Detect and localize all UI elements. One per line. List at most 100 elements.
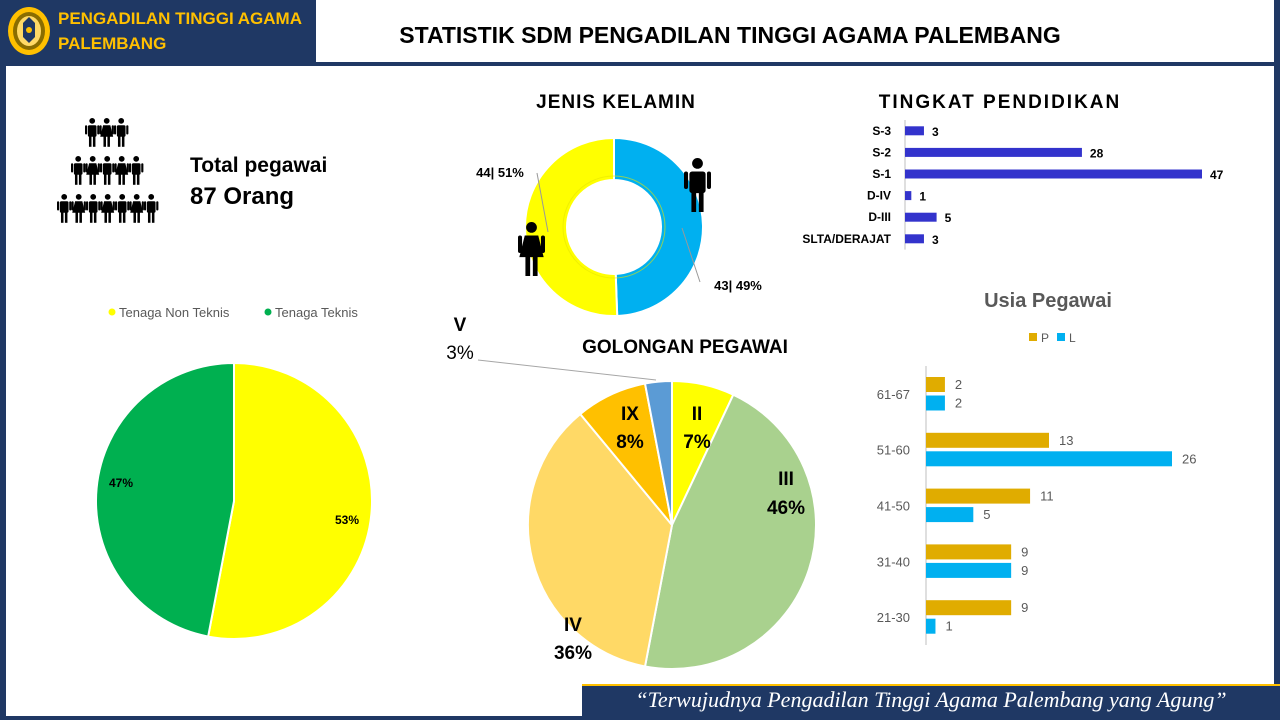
person-figure-icon	[129, 156, 144, 185]
male-person-icon	[684, 158, 711, 212]
age-legend-marker	[1029, 333, 1037, 341]
staff-legend-label: Tenaga Non Teknis	[119, 305, 230, 320]
education-bar-chart: TINGKAT PENDIDIKAN S-3 3 S-2 28 S-1 47 D-IV 1 D-I…	[802, 92, 1224, 250]
age-legend-marker	[1057, 333, 1065, 341]
age-value-label: 26	[1182, 451, 1196, 466]
age-legend-label: P	[1041, 331, 1049, 345]
age-value-label: 2	[955, 396, 962, 411]
staff-slice-non-teknis	[206, 361, 373, 640]
gender-data-label-laki-laki: 43| 49%	[714, 278, 762, 293]
age-value-label: 13	[1059, 433, 1073, 448]
education-category-label: D-IV	[867, 189, 891, 203]
grade-pie-chart: GOLONGAN PEGAWAI II 7% III 46% IV 36% IX 8% V 3%	[446, 315, 817, 670]
education-category-label: SLTA/DERAJAT	[802, 232, 891, 246]
staff-legend-marker	[108, 308, 116, 316]
grade-data-label: 3%	[446, 343, 474, 364]
gender-slice-perempuan	[524, 136, 619, 317]
organization-name-line2: PALEMBANG	[58, 34, 167, 53]
female-person-icon	[518, 222, 545, 276]
person-figure-icon	[115, 194, 130, 223]
age-bar-p	[926, 600, 1012, 616]
age-bar-p	[926, 432, 1049, 448]
age-category-label: 41-50	[877, 499, 910, 514]
person-figure-icon	[57, 194, 72, 223]
age-value-label: 1	[945, 619, 952, 634]
staff-legend-label: Tenaga Teknis	[275, 305, 358, 320]
age-value-label: 2	[955, 377, 962, 392]
staff-type-pie-chart: Tenaga Non Teknis Tenaga Teknis 53% 47%	[95, 305, 373, 640]
gender-donut-chart: JENIS KELAMIN 44| 51% 43| 49%	[476, 92, 762, 317]
grade-leader-v	[477, 359, 657, 381]
grade-category-label: IX	[621, 404, 639, 425]
education-category-label: D-III	[868, 210, 891, 224]
education-value-label: 3	[932, 233, 939, 247]
grade-chart-title: GOLONGAN PEGAWAI	[582, 337, 788, 358]
staff-slice-teknis	[95, 361, 235, 638]
education-bar	[905, 126, 924, 136]
age-bar-chart: Usia Pegawai P L 61-67 2 2 51-60 13 26 41-50 11 5 31…	[877, 290, 1196, 645]
person-figure-icon	[85, 156, 100, 185]
grade-data-label: 8%	[616, 432, 644, 453]
age-bar-p	[926, 488, 1031, 504]
staff-legend-marker	[264, 308, 272, 316]
person-figure-icon	[114, 156, 129, 185]
person-figure-icon	[71, 156, 86, 185]
education-category-label: S-1	[872, 167, 891, 181]
education-value-label: 3	[932, 125, 939, 139]
age-value-label: 9	[1021, 600, 1028, 615]
age-category-label: 61-67	[877, 387, 910, 402]
grade-slice-iii	[643, 393, 817, 670]
gender-chart-title: JENIS KELAMIN	[536, 92, 696, 113]
age-category-label: 31-40	[877, 554, 910, 569]
education-value-label: 5	[945, 211, 952, 225]
age-value-label: 11	[1040, 489, 1054, 504]
gender-data-label-perempuan: 44| 51%	[476, 165, 524, 180]
education-category-label: S-3	[872, 124, 891, 138]
gender-leader-laki-laki	[681, 227, 701, 283]
age-value-label: 9	[1021, 544, 1028, 559]
education-chart-title: TINGKAT PENDIDIKAN	[879, 92, 1122, 113]
age-value-label: 5	[983, 507, 990, 522]
age-value-label: 9	[1021, 563, 1028, 578]
age-bar-l	[926, 562, 1012, 578]
age-bar-p	[926, 377, 945, 392]
header-underline	[316, 62, 1280, 66]
person-figure-icon	[71, 194, 86, 223]
footer-tagline: “Terwujudnya Pengadilan Tinggi Agama Pal…	[635, 687, 1227, 712]
person-figure-icon	[129, 194, 144, 223]
person-figure-icon	[114, 118, 129, 147]
age-bar-l	[926, 618, 936, 634]
organization-name: PENGADILAN TINGGI AGAMA PALEMBANG	[58, 6, 302, 56]
education-bar	[905, 212, 937, 222]
grade-data-label: 46%	[767, 498, 805, 519]
person-figure-icon	[100, 156, 115, 185]
total-employees-value: 87 Orang	[190, 183, 295, 210]
gender-donut-inner-ring	[562, 175, 666, 279]
grade-category-label: IV	[564, 615, 582, 636]
age-bar-p	[926, 544, 1012, 560]
grade-category-label: V	[454, 315, 467, 336]
education-bar	[905, 191, 912, 201]
age-bar-l	[926, 395, 945, 411]
staff-data-label-non-teknis: 53%	[335, 513, 359, 527]
education-bar	[905, 169, 1202, 179]
education-value-label: 47	[1210, 168, 1224, 182]
person-figure-icon	[100, 194, 115, 223]
page-title: STATISTIK SDM PENGADILAN TINGGI AGAMA PA…	[399, 22, 1061, 48]
people-group-icon	[57, 118, 159, 223]
age-category-label: 51-60	[877, 443, 910, 458]
person-figure-icon	[86, 194, 101, 223]
person-figure-icon	[144, 194, 159, 223]
age-legend-label: L	[1069, 331, 1076, 345]
court-emblem-icon	[8, 7, 50, 55]
age-category-label: 21-30	[877, 610, 910, 625]
grade-slice-iv	[527, 412, 674, 668]
education-value-label: 28	[1090, 146, 1104, 160]
staff-data-label-teknis: 47%	[109, 476, 133, 490]
education-bar	[905, 147, 1082, 157]
header-banner	[0, 0, 316, 66]
age-bar-l	[926, 451, 1172, 467]
education-bar	[905, 234, 924, 244]
grade-data-label: 36%	[554, 643, 592, 664]
